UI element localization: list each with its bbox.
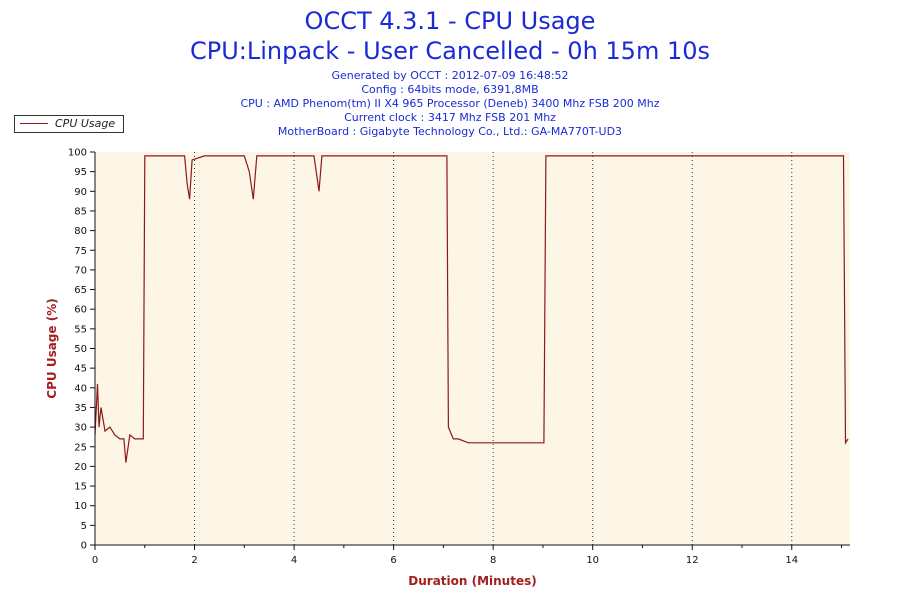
chart-title: OCCT 4.3.1 - CPU Usage <box>304 7 596 35</box>
x-tick-label-4: 4 <box>291 555 297 566</box>
y-tick-label-60: 60 <box>74 305 87 316</box>
y-tick-label-30: 30 <box>74 423 87 434</box>
info-clock: Current clock : 3417 Mhz FSB 201 Mhz <box>344 111 556 124</box>
grid-lines <box>194 152 793 545</box>
x-tick-label-8: 8 <box>490 555 496 566</box>
x-tick-label-6: 6 <box>390 555 396 566</box>
x-tick-label-12: 12 <box>686 555 699 566</box>
x-tick-label-14: 14 <box>785 555 798 566</box>
y-axis: 0 5 10 15 20 25 30 35 40 45 50 55 60 65 70 75 80 85 90 95 10… <box>68 148 95 552</box>
y-tick-label-65: 65 <box>74 285 87 296</box>
y-tick-label-80: 80 <box>74 226 87 237</box>
y-tick-label-20: 20 <box>74 462 87 473</box>
y-tick-label-70: 70 <box>74 265 87 276</box>
x-axis-label: Duration (Minutes) <box>408 574 536 588</box>
x-tick-label-0: 0 <box>92 555 98 566</box>
legend-swatch <box>20 123 48 124</box>
y-tick-label-25: 25 <box>74 442 87 453</box>
y-tick-label-0: 0 <box>81 541 87 552</box>
y-tick-label-35: 35 <box>74 403 87 414</box>
x-tick-label-10: 10 <box>586 555 599 566</box>
plot-area <box>95 152 850 545</box>
y-tick-label-55: 55 <box>74 324 87 335</box>
y-tick-label-90: 90 <box>74 187 87 198</box>
legend: CPU Usage <box>14 115 124 133</box>
chart-subtitle: CPU:Linpack - User Cancelled - 0h 15m 10… <box>189 37 710 65</box>
y-tick-label-50: 50 <box>74 344 87 355</box>
y-tick-label-75: 75 <box>74 246 87 257</box>
info-config: Config : 64bits mode, 6391,8MB <box>361 83 539 96</box>
y-tick-label-10: 10 <box>74 501 87 512</box>
y-tick-label-95: 95 <box>74 167 87 178</box>
y-tick-label-45: 45 <box>74 364 87 375</box>
x-axis: 0 2 4 6 8 10 12 14 <box>92 545 843 566</box>
y-axis-label: CPU Usage (%) <box>45 298 59 398</box>
y-tick-label-85: 85 <box>74 206 87 217</box>
info-motherboard: MotherBoard : Gigabyte Technology Co., L… <box>277 125 623 138</box>
y-tick-label-5: 5 <box>81 521 87 532</box>
y-tick-label-100: 100 <box>68 148 87 159</box>
series-line-cpu-usage <box>94 155 849 463</box>
legend-label: CPU Usage <box>55 117 116 130</box>
info-cpu: CPU : AMD Phenom(tm) II X4 965 Processor… <box>240 97 660 110</box>
x-tick-label-2: 2 <box>191 555 197 566</box>
y-tick-label-15: 15 <box>74 482 87 493</box>
info-generated: Generated by OCCT : 2012-07-09 16:48:52 <box>331 69 569 82</box>
y-tick-label-40: 40 <box>74 383 87 394</box>
